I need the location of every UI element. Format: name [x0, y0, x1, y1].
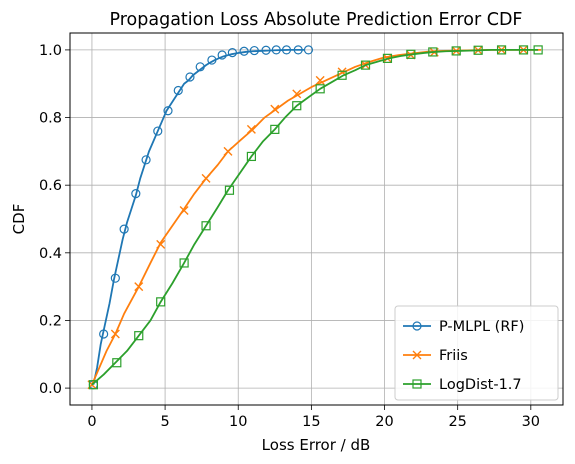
data-point: [173, 85, 183, 96]
data-point: [153, 126, 163, 136]
data-point: [195, 62, 205, 72]
y-tick-label: 1.0: [39, 43, 62, 59]
x-axis-label: Loss Error / dB: [262, 436, 371, 454]
y-tick-label: 0.2: [39, 313, 62, 329]
data-point: [110, 329, 120, 339]
y-axis-label: CDF: [10, 204, 28, 235]
data-point: [270, 124, 280, 134]
data-point: [201, 221, 211, 231]
data-point: [217, 50, 227, 60]
data-point: [261, 45, 271, 55]
legend-marker: [412, 350, 422, 360]
data-point: [131, 189, 141, 199]
data-point: [271, 45, 281, 55]
data-point: [99, 329, 109, 339]
data-point: [88, 380, 99, 390]
data-point: [223, 146, 233, 156]
series-0: [88, 45, 314, 390]
data-point: [112, 358, 122, 368]
data-point: [134, 282, 144, 292]
data-point: [315, 84, 325, 94]
legend-label: Friis: [439, 348, 468, 364]
y-tick-label: 0.8: [39, 111, 62, 127]
legend-marker: [412, 379, 422, 389]
data-point: [156, 239, 166, 249]
data-point: [270, 104, 280, 114]
x-tick-label: 20: [375, 414, 393, 430]
chart-title: Propagation Loss Absolute Prediction Err…: [110, 10, 523, 30]
series-line: [92, 49, 305, 385]
legend-item: P-MLPL (RF): [403, 319, 524, 335]
data-point: [201, 173, 211, 183]
y-tick-label: 0.4: [39, 246, 62, 262]
data-point: [473, 45, 483, 55]
data-point: [156, 297, 166, 307]
y-tick-label: 0.6: [39, 178, 62, 194]
data-point: [293, 45, 303, 55]
legend-label: P-MLPL (RF): [439, 319, 524, 335]
data-point: [428, 47, 438, 57]
series-2: [88, 45, 543, 390]
data-point: [134, 331, 144, 341]
legend-item: LogDist-1.7: [403, 377, 522, 393]
data-point: [303, 45, 314, 55]
data-point: [141, 155, 151, 165]
x-tick-label: 0: [87, 414, 96, 430]
data-point: [451, 46, 461, 56]
y-tick-label: 0.0: [39, 381, 62, 397]
data-point: [382, 53, 393, 63]
data-point: [249, 45, 259, 56]
x-tick-label: 10: [229, 414, 247, 430]
legend-item: Friis: [403, 348, 468, 364]
data-point: [281, 45, 292, 55]
legend-box: [394, 305, 559, 401]
data-point: [246, 151, 257, 162]
data-point: [185, 72, 195, 82]
data-point: [533, 45, 543, 55]
legend-label: LogDist-1.7: [439, 377, 522, 393]
data-point: [179, 258, 189, 268]
series-layer: [87, 45, 543, 390]
x-tick-label: 25: [448, 414, 466, 430]
x-tick-label: 30: [522, 414, 540, 430]
plot-frame: [69, 32, 564, 406]
series-line: [91, 49, 539, 386]
data-point: [119, 224, 129, 234]
data-point: [227, 48, 237, 58]
data-point: [110, 273, 120, 283]
data-point: [360, 60, 371, 70]
data-point: [163, 106, 173, 116]
data-point: [207, 55, 217, 65]
data-point: [224, 185, 235, 195]
data-point: [246, 124, 256, 134]
data-point: [239, 46, 249, 56]
x-tick-label: 15: [302, 414, 320, 430]
data-point: [518, 45, 529, 55]
data-point: [406, 49, 416, 59]
data-point: [179, 206, 189, 216]
legend: P-MLPL (RF) Friis LogDist-1.7: [394, 305, 559, 401]
x-tick-label: 5: [160, 414, 169, 430]
axis-ticks: 0 5 10 15 20 25 30 0.0 0.2 0.4 0.6 0.8 1.0: [39, 43, 540, 430]
data-point: [496, 45, 507, 55]
data-point: [337, 70, 347, 80]
data-point: [292, 89, 302, 99]
data-point: [292, 101, 302, 111]
data-point: [315, 75, 325, 85]
legend-marker: [412, 321, 422, 331]
